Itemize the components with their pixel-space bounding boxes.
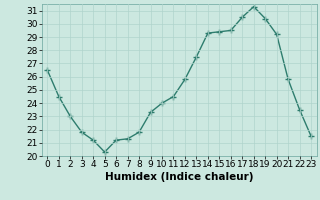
- X-axis label: Humidex (Indice chaleur): Humidex (Indice chaleur): [105, 172, 253, 182]
